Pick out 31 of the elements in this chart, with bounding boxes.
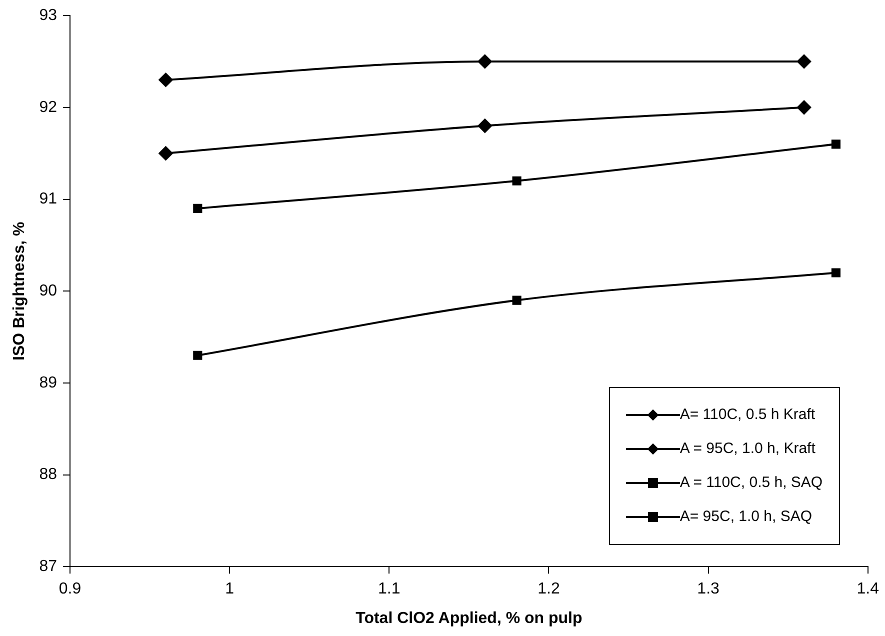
y-tick-label: 93: [39, 7, 58, 24]
legend-label: A= 110C, 0.5 h Kraft: [680, 406, 816, 424]
y-tick-label: 87: [39, 558, 58, 576]
y-tick-label: 91: [39, 190, 58, 208]
y-tick-label: 90: [39, 282, 58, 300]
x-tick-label: 0.9: [58, 580, 82, 598]
point: [158, 72, 173, 87]
point: [193, 204, 202, 213]
point: [158, 146, 173, 160]
y-tick-label: 89: [39, 374, 58, 392]
point: [797, 100, 812, 114]
point: [478, 118, 492, 133]
x-tick-label: 1.1: [378, 580, 400, 598]
legend-label: A = 95C, 1.0 h, Kraft: [680, 440, 816, 458]
point: [797, 54, 812, 69]
x-tick-label: 1.3: [697, 580, 720, 598]
point: [512, 176, 522, 186]
x-tick-label: 1.4: [856, 580, 880, 598]
y-axis-title: ISO Brightness, %: [11, 222, 28, 360]
point: [512, 296, 522, 305]
x-tick-label: 1: [225, 580, 234, 598]
y-tick-label: 88: [39, 466, 58, 484]
point: [831, 140, 840, 149]
point: [831, 268, 840, 278]
x-tick-label: 1.2: [538, 580, 560, 598]
x-axis-title: Total ClO2 Applied, % on pulp: [356, 610, 582, 627]
legend-label: A = 110C, 0.5 h, SAQ: [680, 474, 823, 492]
legend-label: A= 95C, 1.0 h, SAQ: [680, 508, 812, 526]
y-tick-label: 92: [39, 98, 58, 116]
point: [193, 350, 202, 360]
point: [478, 54, 492, 69]
